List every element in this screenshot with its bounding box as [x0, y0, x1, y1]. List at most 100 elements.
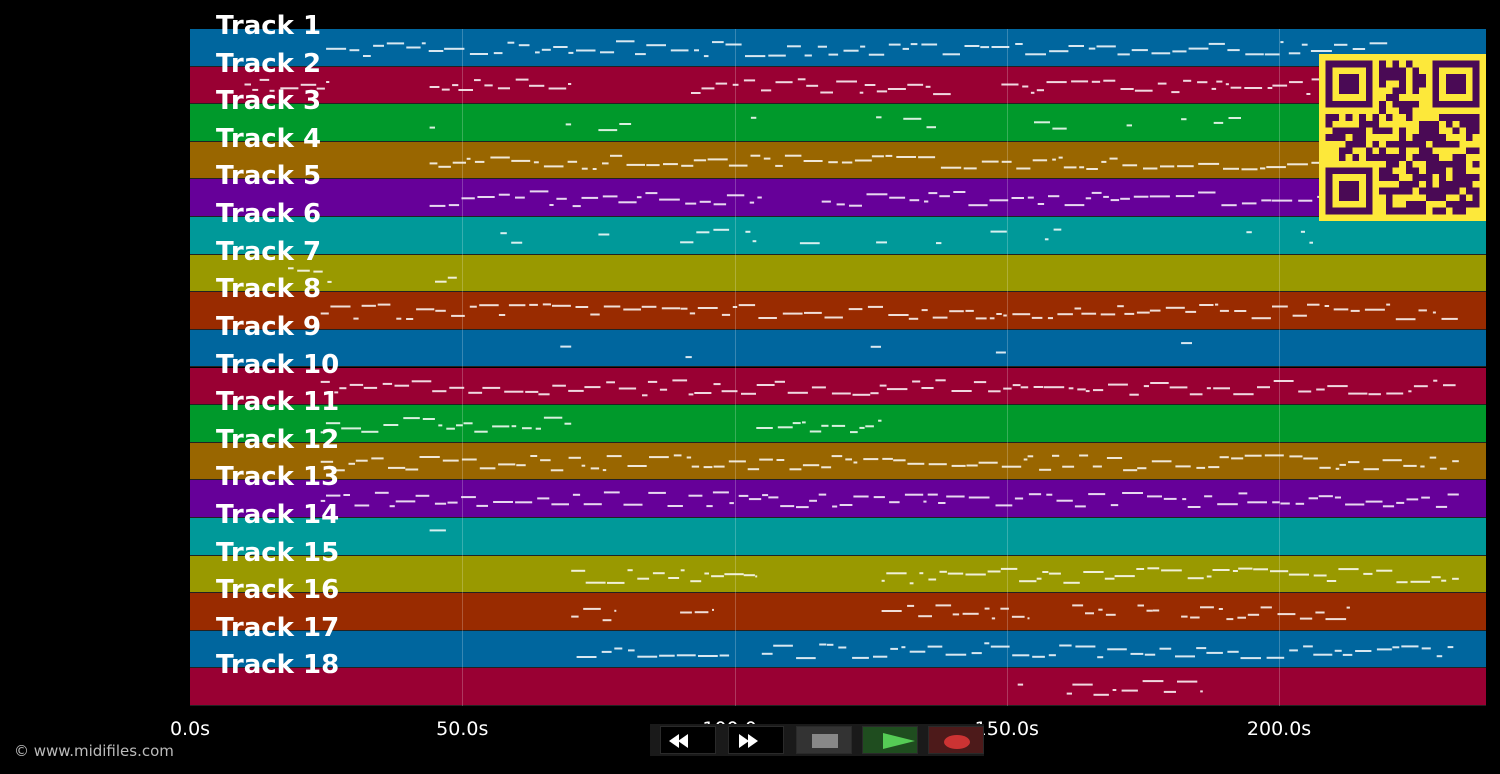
- track-lane[interactable]: [190, 292, 1486, 330]
- note: [1246, 231, 1252, 234]
- fast-forward-button[interactable]: [728, 726, 784, 754]
- note: [552, 384, 566, 387]
- note: [797, 77, 806, 80]
- play-button[interactable]: [862, 726, 918, 754]
- note: [1368, 392, 1381, 395]
- note: [853, 495, 869, 498]
- note: [828, 161, 838, 164]
- track-notes: [1017, 680, 1203, 697]
- note: [1273, 379, 1294, 382]
- note: [775, 164, 783, 167]
- track-lane[interactable]: [190, 668, 1486, 706]
- rewind-button[interactable]: [660, 726, 716, 754]
- note: [1211, 87, 1217, 90]
- note: [668, 576, 680, 579]
- note: [1325, 618, 1347, 621]
- note: [854, 159, 872, 162]
- note: [796, 656, 816, 659]
- track-lane[interactable]: [190, 630, 1486, 669]
- note: [461, 458, 477, 461]
- note: [627, 464, 647, 467]
- note: [866, 193, 888, 196]
- note: [1227, 49, 1240, 52]
- note: [721, 389, 738, 392]
- note: [688, 392, 694, 395]
- note: [1292, 314, 1307, 317]
- note: [1066, 692, 1072, 695]
- note: [1272, 501, 1280, 504]
- note: [1300, 230, 1305, 233]
- note: [864, 83, 876, 86]
- note: [1107, 648, 1127, 651]
- track-lane[interactable]: [190, 254, 1486, 293]
- track-lane[interactable]: [190, 217, 1486, 255]
- note: [1157, 82, 1167, 85]
- note: [1219, 310, 1229, 313]
- track-lane[interactable]: [190, 405, 1486, 443]
- note: [927, 493, 938, 496]
- note: [809, 500, 817, 503]
- note: [1058, 156, 1063, 159]
- note: [1079, 454, 1089, 457]
- note: [1175, 195, 1195, 198]
- note: [932, 316, 948, 319]
- note: [1198, 191, 1216, 194]
- note: [850, 431, 858, 434]
- note: [928, 192, 938, 195]
- note: [326, 80, 330, 83]
- note: [804, 312, 822, 315]
- track-lane[interactable]: [190, 593, 1486, 631]
- note: [1151, 460, 1172, 463]
- track-lane[interactable]: [190, 367, 1486, 406]
- note: [1447, 645, 1454, 648]
- note: [845, 458, 852, 461]
- note: [1264, 454, 1284, 457]
- note: [320, 500, 326, 503]
- track-lanes[interactable]: [190, 29, 1486, 706]
- note: [537, 497, 550, 500]
- note: [881, 610, 902, 613]
- note: [1181, 118, 1187, 121]
- note: [1342, 653, 1353, 656]
- track-notes: [326, 40, 1388, 58]
- note: [870, 345, 881, 348]
- track-lane[interactable]: [190, 104, 1486, 142]
- track-lane[interactable]: [190, 66, 1486, 105]
- note: [1264, 53, 1280, 56]
- note: [1238, 567, 1253, 570]
- note: [535, 427, 541, 430]
- note: [1134, 89, 1153, 92]
- track-lane[interactable]: [190, 517, 1486, 556]
- record-button[interactable]: [928, 726, 984, 754]
- note: [1452, 577, 1459, 580]
- note: [553, 46, 568, 48]
- note: [1198, 162, 1220, 165]
- track-lane[interactable]: [190, 29, 1486, 67]
- note: [429, 162, 438, 165]
- note: [598, 129, 618, 132]
- track-lane[interactable]: [190, 329, 1486, 368]
- note: [571, 569, 586, 572]
- stop-button[interactable]: [796, 726, 852, 754]
- note: [663, 162, 678, 165]
- note: [1120, 198, 1130, 201]
- track-lane[interactable]: [190, 141, 1486, 180]
- track-lane[interactable]: [190, 179, 1486, 218]
- note: [673, 454, 682, 457]
- note: [415, 495, 430, 498]
- note: [1206, 575, 1212, 578]
- note: [667, 505, 683, 508]
- note: [1048, 195, 1060, 198]
- note: [1386, 392, 1404, 394]
- note: [1003, 314, 1007, 317]
- note: [1267, 86, 1273, 89]
- track-lane[interactable]: [190, 555, 1486, 594]
- track-lane[interactable]: [190, 442, 1486, 481]
- note: [901, 645, 906, 648]
- note: [1232, 569, 1238, 572]
- note: [1247, 613, 1260, 616]
- note: [560, 345, 572, 348]
- note: [1288, 52, 1301, 55]
- note: [1334, 496, 1341, 499]
- track-lane[interactable]: [190, 480, 1486, 518]
